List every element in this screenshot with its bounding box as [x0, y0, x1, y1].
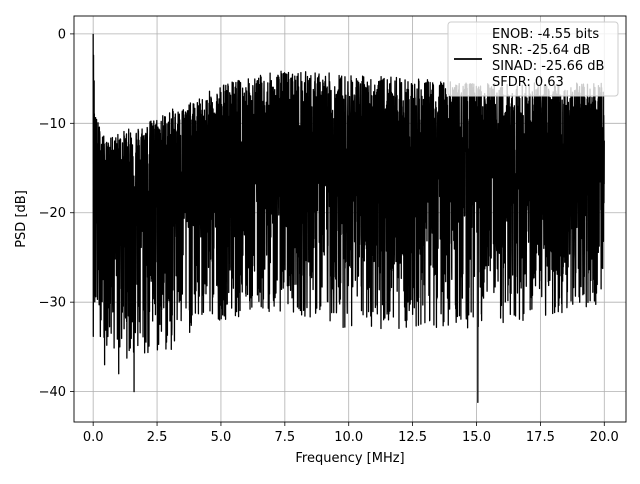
x-tick-label: 2.5	[147, 430, 168, 445]
y-tick-label: −30	[39, 296, 66, 311]
y-tick-label: −10	[39, 117, 66, 132]
x-tick-label: 20.0	[590, 430, 619, 445]
x-tick-label: 12.5	[398, 430, 427, 445]
legend: ENOB: -4.55 bits SNR: -25.64 dB SINAD: -…	[447, 21, 619, 97]
legend-entry-sinad: SINAD: -25.66 dB	[492, 59, 604, 74]
x-axis-ticks: 0.0 2.5 5.0 7.5 10.0 12.5 15.0 17.5 20.0	[83, 422, 619, 445]
y-axis-ticks: 0 −10 −20 −30 −40	[39, 27, 74, 400]
legend-entry-enob: ENOB: -4.55 bits	[492, 27, 599, 42]
axes-frame	[73, 15, 627, 423]
x-tick-label: 5.0	[211, 430, 232, 445]
legend-box	[447, 21, 619, 97]
x-tick-label: 10.0	[334, 430, 363, 445]
x-tick-label: 15.0	[462, 430, 491, 445]
x-tick-label: 17.5	[526, 430, 555, 445]
legend-entry-sfdr: SFDR: 0.63	[492, 75, 564, 90]
x-axis-label: Frequency [MHz]	[295, 451, 404, 466]
x-tick-label: 0.0	[83, 430, 104, 445]
y-tick-label: −40	[39, 385, 66, 400]
legend-entry-snr: SNR: -25.64 dB	[492, 43, 590, 58]
psd-series-line	[92, 33, 605, 403]
y-tick-label: −20	[39, 206, 66, 221]
x-tick-label: 7.5	[274, 430, 295, 445]
y-axis-label: PSD [dB]	[14, 190, 29, 248]
plot-area	[92, 33, 605, 403]
y-tick-label: 0	[58, 27, 66, 42]
